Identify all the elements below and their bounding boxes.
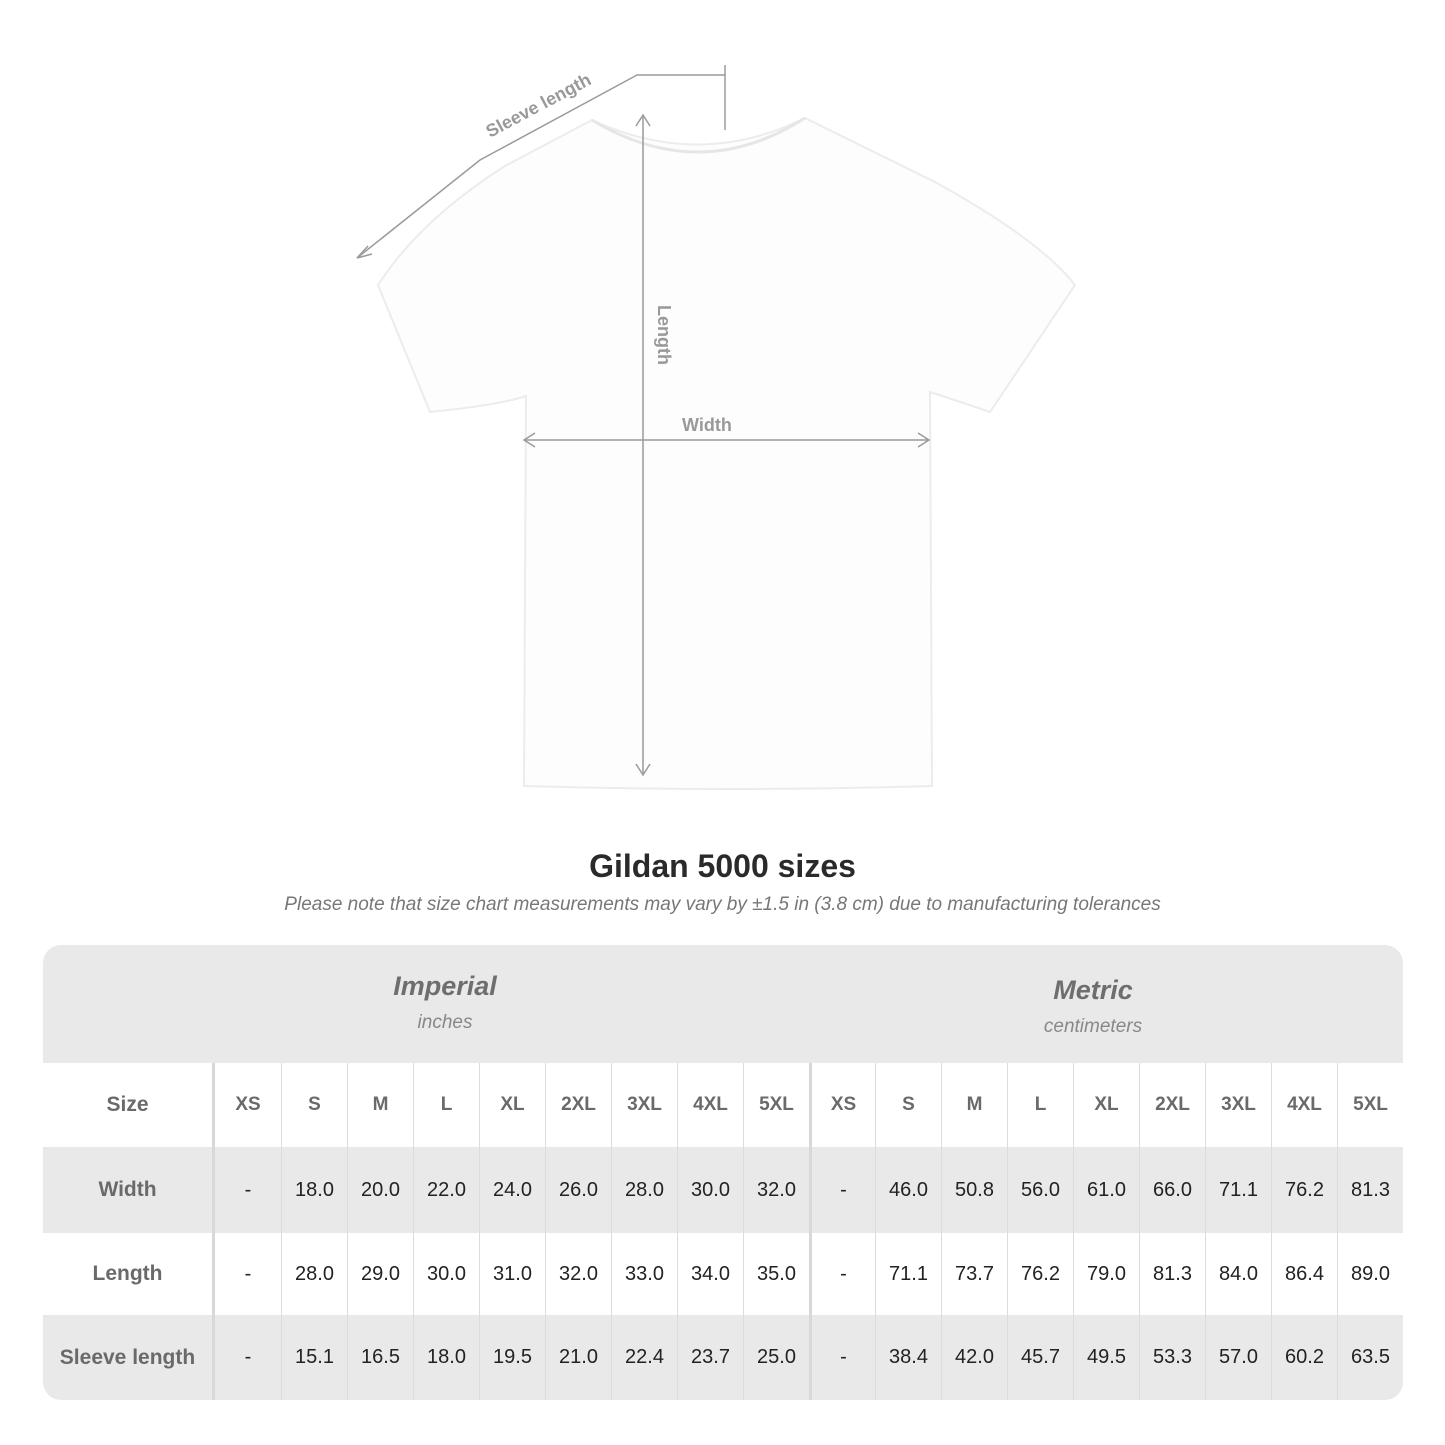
size-header-cell: 5XL <box>1337 1063 1403 1147</box>
imperial-value-cell: 19.5 <box>479 1315 545 1400</box>
metric-value-cell: - <box>809 1233 875 1315</box>
imperial-value-cell: 26.0 <box>545 1147 611 1233</box>
imperial-value-cell: 33.0 <box>611 1233 677 1315</box>
sleeve-length-line <box>356 74 725 259</box>
imperial-value-cell: 22.4 <box>611 1315 677 1400</box>
imperial-value-cell: 29.0 <box>347 1233 413 1315</box>
tshirt-diagram: Sleeve length Length Width <box>356 65 1077 790</box>
imperial-value-cell: 23.7 <box>677 1315 743 1400</box>
size-header-cell: S <box>875 1063 941 1147</box>
imperial-value-cell: 30.0 <box>677 1147 743 1233</box>
imperial-value-cell: 18.0 <box>413 1315 479 1400</box>
size-header-cell: M <box>941 1063 1007 1147</box>
metric-value-cell: - <box>809 1315 875 1400</box>
imperial-value-cell: 34.0 <box>677 1233 743 1315</box>
imperial-value-cell: 32.0 <box>545 1233 611 1315</box>
imperial-value-cell: 16.5 <box>347 1315 413 1400</box>
row-label: Sleeve length <box>43 1315 215 1400</box>
metric-value-cell: 42.0 <box>941 1315 1007 1400</box>
imperial-title: Imperial <box>393 971 497 1001</box>
size-header-cell: S <box>281 1063 347 1147</box>
imperial-value-cell: - <box>244 1178 252 1201</box>
metric-title: Metric <box>1053 975 1133 1005</box>
metric-value-cell: 71.1 <box>1205 1147 1271 1233</box>
metric-unit: centimeters <box>1043 1016 1143 1037</box>
imperial-value-cell: - <box>244 1346 252 1368</box>
size-header-cell: 2XL <box>545 1063 611 1147</box>
metric-value-cell: 73.7 <box>941 1233 1007 1315</box>
size-header-cell: XL <box>479 1063 545 1147</box>
metric-value-cell: 89.0 <box>1337 1233 1403 1315</box>
imperial-value-cell: 18.0 <box>281 1147 347 1233</box>
metric-value-cell: 66.0 <box>1139 1147 1205 1233</box>
imperial-value-cell: 35.0 <box>743 1233 809 1315</box>
imperial-value-cell: 20.0 <box>347 1147 413 1233</box>
metric-header: Metric centimeters <box>863 975 1323 1038</box>
metric-value-cell: 60.2 <box>1271 1315 1337 1400</box>
size-header-cell: 3XL <box>1205 1063 1271 1147</box>
metric-value-cell: 79.0 <box>1073 1233 1139 1315</box>
metric-value-cell: 84.0 <box>1205 1233 1271 1315</box>
units-header <box>43 945 1403 1063</box>
size-header-cell: 3XL <box>611 1063 677 1147</box>
metric-value-cell: 76.2 <box>1271 1147 1337 1233</box>
row-label: Length <box>43 1233 215 1315</box>
imperial-value-cell: 31.0 <box>479 1233 545 1315</box>
metric-value-cell: 81.3 <box>1337 1147 1403 1233</box>
metric-value-cell: 53.3 <box>1139 1315 1205 1400</box>
imperial-value-cell: 24.0 <box>479 1147 545 1233</box>
size-header-cell: L <box>413 1063 479 1147</box>
table-row: Sleeve length - 15.1 16.5 18.0 19.5 21.0 22.4 23… <box>43 1315 1403 1400</box>
metric-value-cell: 71.1 <box>875 1233 941 1315</box>
tshirt-collar <box>591 116 806 154</box>
imperial-value-cell: 28.0 <box>611 1147 677 1233</box>
imperial-header: Imperial inches <box>215 971 675 1034</box>
metric-value-cell: 81.3 <box>1139 1233 1205 1315</box>
metric-value-cell: 49.5 <box>1073 1315 1139 1400</box>
imperial-value-cell: - <box>244 1262 252 1285</box>
size-header-cell: XS <box>235 1094 261 1115</box>
metric-value-cell: 63.5 <box>1337 1315 1403 1400</box>
imperial-value-cell: 28.0 <box>281 1233 347 1315</box>
metric-value-cell: - <box>809 1147 875 1233</box>
metric-value-cell: 38.4 <box>875 1315 941 1400</box>
metric-value-cell: 57.0 <box>1205 1315 1271 1400</box>
row-label: Size <box>43 1063 215 1147</box>
table-row: Length -28.0 29.0 30.0 31.0 32.0 33.0 34.0 35.0-… <box>43 1233 1403 1315</box>
imperial-value-cell: 30.0 <box>413 1233 479 1315</box>
size-header-cell: XL <box>1073 1063 1139 1147</box>
size-table: Imperial inches Metric centimeters Size X… <box>43 945 1403 1400</box>
imperial-value-cell: 15.1 <box>281 1315 347 1400</box>
imperial-value-cell: 21.0 <box>545 1315 611 1400</box>
imperial-value-cell: 32.0 <box>743 1147 809 1233</box>
tshirt-shape <box>376 116 1077 790</box>
imperial-value-cell: 25.0 <box>743 1315 809 1400</box>
size-header-cell: L <box>1007 1063 1073 1147</box>
metric-value-cell: 61.0 <box>1073 1147 1139 1233</box>
metric-value-cell: 50.8 <box>941 1147 1007 1233</box>
metric-value-cell: 46.0 <box>875 1147 941 1233</box>
size-header-cell: M <box>347 1063 413 1147</box>
size-header-cell: 4XL <box>1271 1063 1337 1147</box>
size-header-row: Size XS S M L XL 2XL 3XL 4XL 5XL XS S M L XL 2XL 3XL 4XL 5… <box>43 1063 1403 1147</box>
chart-title: Gildan 5000 sizes <box>589 848 856 884</box>
tolerance-note: Please note that size chart measurements… <box>284 894 1161 915</box>
metric-value-cell: 86.4 <box>1271 1233 1337 1315</box>
length-label: Length <box>654 305 674 365</box>
size-header-cell: 2XL <box>1139 1063 1205 1147</box>
metric-value-cell: 56.0 <box>1007 1147 1073 1233</box>
metric-value-cell: 45.7 <box>1007 1315 1073 1400</box>
width-label: Width <box>682 415 732 435</box>
size-header-cell: XS <box>809 1063 875 1147</box>
table-row: Width -18.0 20.0 22.0 24.0 26.0 28.0 30.0 32.0-4… <box>43 1147 1403 1233</box>
size-header-cell: 5XL <box>743 1063 809 1147</box>
imperial-value-cell: 22.0 <box>413 1147 479 1233</box>
size-header-cell: 4XL <box>677 1063 743 1147</box>
row-label: Width <box>43 1147 215 1233</box>
imperial-unit: inches <box>417 1012 473 1033</box>
metric-value-cell: 76.2 <box>1007 1233 1073 1315</box>
